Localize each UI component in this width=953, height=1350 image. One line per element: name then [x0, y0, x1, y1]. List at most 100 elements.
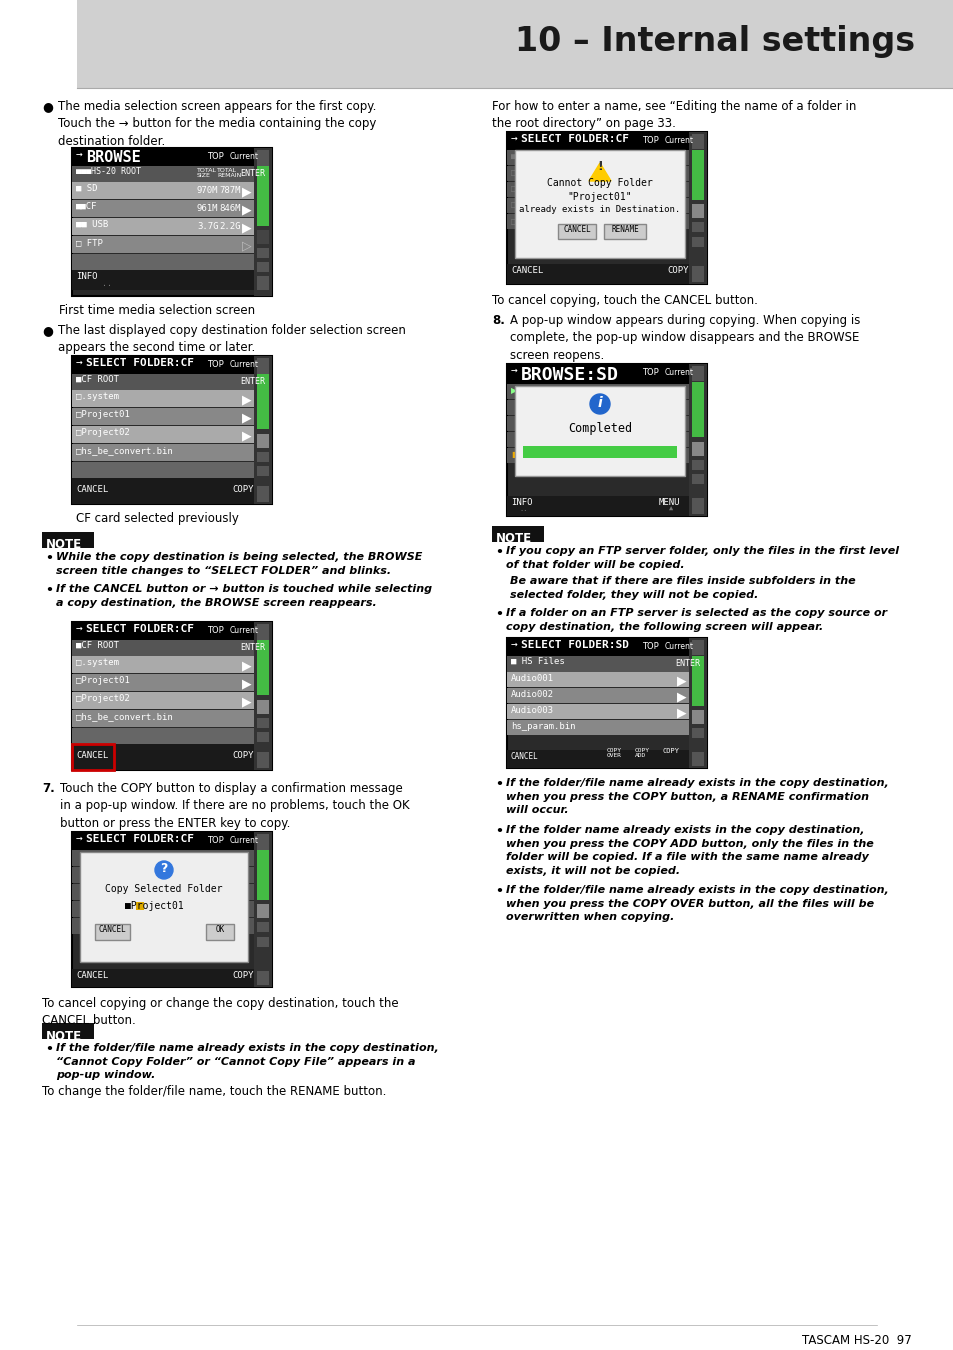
Bar	[506, 182, 688, 197]
Bar	[506, 416, 688, 431]
Text: COPY: COPY	[232, 971, 253, 980]
Bar	[71, 356, 272, 504]
Bar	[206, 923, 233, 940]
Text: ▶: ▶	[242, 393, 252, 406]
Text: ..: ..	[518, 506, 527, 512]
Text: →: →	[511, 640, 517, 649]
Bar	[603, 224, 645, 239]
Text: COPY
OVER: COPY OVER	[606, 748, 621, 759]
Text: ■Project01: ■Project01	[125, 900, 183, 911]
Text: Current: Current	[230, 836, 258, 845]
Bar	[71, 478, 253, 504]
Bar	[691, 150, 703, 200]
Bar	[691, 710, 703, 724]
Bar	[506, 703, 688, 720]
Text: SELECT FOLDER:CF: SELECT FOLDER:CF	[520, 134, 628, 144]
Text: □Project01: □Project01	[76, 676, 130, 684]
Bar	[691, 498, 703, 514]
Text: □.system: □.system	[76, 392, 119, 401]
Text: 10 – Internal settings: 10 – Internal settings	[515, 26, 914, 58]
Text: NOTE: NOTE	[46, 539, 82, 552]
Text: TOP: TOP	[207, 626, 224, 634]
Text: •: •	[495, 886, 502, 898]
Bar	[691, 656, 703, 706]
Text: ■■ USB: ■■ USB	[76, 220, 108, 230]
Text: COPY: COPY	[662, 748, 679, 755]
Text: If the folder/file name already exists in the copy destination,
when you press t: If the folder/file name already exists i…	[505, 886, 888, 922]
Text: TOP: TOP	[641, 369, 659, 377]
Text: 961M: 961M	[196, 204, 218, 213]
Bar	[71, 254, 253, 270]
Bar	[71, 900, 253, 917]
Text: For how to enter a name, see “Editing the name of a folder in
the root directory: For how to enter a name, see “Editing th…	[492, 100, 856, 131]
Text: SELECT FOLDER:CF: SELECT FOLDER:CF	[86, 358, 193, 369]
Text: CANCEL: CANCEL	[511, 752, 538, 761]
Bar	[71, 200, 253, 217]
Text: □Project02: □Project02	[511, 200, 557, 209]
Text: •: •	[495, 825, 502, 838]
Text: While the copy destination is being selected, the BROWSE
screen title changes to: While the copy destination is being sele…	[56, 552, 422, 575]
Text: CANCEL: CANCEL	[562, 225, 590, 234]
Circle shape	[589, 394, 609, 414]
Bar	[71, 356, 253, 374]
Text: ■CF ROOT: ■CF ROOT	[76, 641, 119, 649]
Bar	[688, 639, 706, 768]
Bar	[691, 204, 703, 217]
Text: CANCEL: CANCEL	[76, 485, 108, 494]
Text: TASCAM HS-20  97: TASCAM HS-20 97	[801, 1334, 911, 1347]
Text: To change the folder/file name, touch the RENAME button.: To change the folder/file name, touch th…	[42, 1085, 386, 1098]
Text: INFO: INFO	[511, 498, 532, 508]
Text: SELECT FOLDER:CF: SELECT FOLDER:CF	[86, 624, 193, 634]
Text: INFO: INFO	[76, 271, 97, 281]
Bar	[71, 166, 253, 182]
Text: □Project02: □Project02	[76, 694, 130, 703]
Text: ▶: ▶	[242, 221, 252, 234]
Bar	[691, 752, 703, 765]
Text: If the folder/file name already exists in the copy destination,
“Cannot Copy Fol: If the folder/file name already exists i…	[56, 1044, 438, 1080]
Bar	[71, 656, 253, 674]
Bar	[71, 622, 272, 769]
Text: Be aware that if there are files inside subfolders in the
selected folder, they : Be aware that if there are files inside …	[510, 576, 855, 599]
Text: RENAME: RENAME	[611, 225, 639, 234]
Text: CANCEL: CANCEL	[98, 925, 126, 934]
Text: •: •	[45, 585, 53, 597]
Text: ▶: ▶	[677, 674, 686, 687]
Text: □Project01: □Project01	[76, 410, 130, 418]
Text: □.system: □.system	[76, 657, 119, 667]
Bar	[256, 640, 269, 695]
Text: i: i	[597, 396, 601, 410]
Bar	[253, 148, 272, 296]
Text: ▶: ▶	[677, 706, 686, 720]
Bar	[256, 358, 269, 374]
Bar	[506, 448, 688, 463]
Bar	[691, 460, 703, 470]
Text: Copy Selected Folder: Copy Selected Folder	[105, 884, 222, 894]
Bar	[256, 701, 269, 714]
Bar	[256, 262, 269, 271]
Text: To cancel copying, touch the CANCEL button.: To cancel copying, touch the CANCEL butt…	[492, 294, 757, 306]
Bar	[506, 265, 688, 284]
Text: Current: Current	[664, 643, 693, 651]
Bar	[256, 850, 269, 900]
Bar	[71, 744, 253, 769]
Bar	[71, 182, 253, 198]
Bar	[256, 374, 269, 429]
Text: →: →	[511, 134, 517, 144]
Bar	[71, 744, 113, 769]
Bar	[506, 132, 706, 284]
Text: COPY: COPY	[232, 751, 253, 760]
Bar	[42, 532, 94, 548]
Text: COPY: COPY	[666, 266, 688, 275]
Bar	[256, 732, 269, 742]
Text: ▶: ▶	[242, 185, 252, 198]
Text: TOTAL
REMAIN: TOTAL REMAIN	[216, 167, 241, 178]
Bar	[691, 474, 703, 485]
Text: CANCEL: CANCEL	[76, 751, 108, 760]
Text: Audio003: Audio003	[511, 706, 554, 716]
Bar	[506, 215, 688, 230]
Bar	[71, 728, 253, 744]
Text: □hs_be_convert.bin: □hs_be_convert.bin	[76, 446, 172, 455]
Text: •: •	[495, 608, 502, 621]
Bar	[95, 923, 130, 940]
Text: □hs_be_convert.bin: □hs_be_convert.bin	[76, 711, 172, 721]
